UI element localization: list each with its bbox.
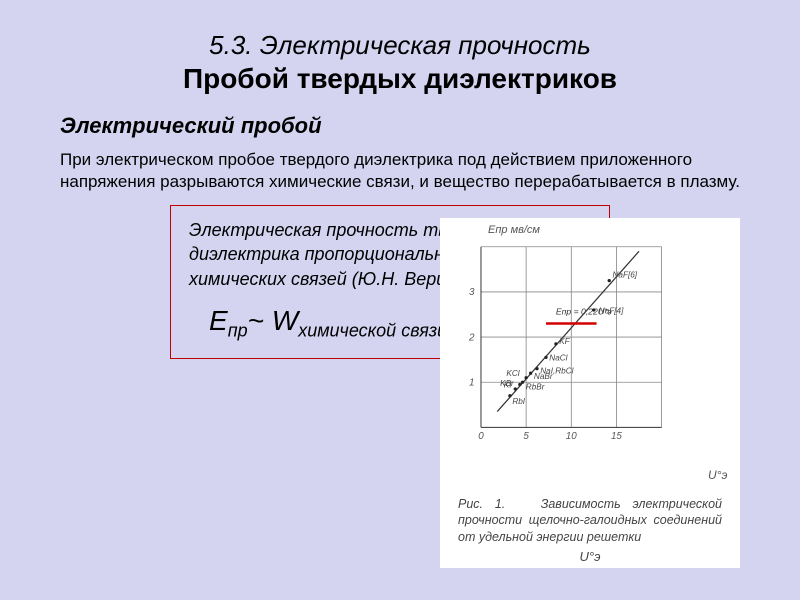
svg-text:KF: KF xyxy=(559,337,570,346)
caption-symbol: U°э xyxy=(458,549,722,566)
svg-text:10: 10 xyxy=(566,431,577,442)
paragraph: При электрическом пробое твердого диэлек… xyxy=(60,149,750,193)
formula-W-sub: химической связи xyxy=(298,321,447,341)
svg-text:15: 15 xyxy=(611,431,622,442)
subtitle: Электрический пробой xyxy=(60,113,750,139)
chart-panel: Eпр мв/см 051015123Eпр = 0,22U°эRbIKIKBr… xyxy=(440,218,740,568)
svg-text:0: 0 xyxy=(478,431,484,442)
title-line-1: 5.3. Электрическая прочность xyxy=(50,30,750,61)
svg-text:1: 1 xyxy=(469,378,474,389)
title-line-2: Пробой твердых диэлектриков xyxy=(50,63,750,95)
formula-E: E xyxy=(209,305,228,336)
chart-x-axis-label: U°э xyxy=(708,468,727,482)
svg-text:RbI: RbI xyxy=(512,397,525,406)
svg-text:3: 3 xyxy=(469,287,475,298)
caption-prefix: Рис. 1. xyxy=(458,497,505,511)
svg-text:NaF[6]: NaF[6] xyxy=(612,270,637,279)
svg-text:KBr: KBr xyxy=(500,379,514,388)
svg-text:NaCl: NaCl xyxy=(549,354,567,363)
formula-tilde: ~ xyxy=(248,305,272,336)
svg-text:RbBr: RbBr xyxy=(526,383,545,392)
chart-caption: Рис. 1. Зависимость электрической прочно… xyxy=(458,496,722,566)
formula-E-sub: пр xyxy=(228,321,248,341)
svg-text:2: 2 xyxy=(468,332,475,343)
title-block: 5.3. Электрическая прочность Пробой твер… xyxy=(50,30,750,95)
formula-W: W xyxy=(272,305,298,336)
svg-text:NaF[4]: NaF[4] xyxy=(599,306,624,315)
svg-text:NaI,RbCl: NaI,RbCl xyxy=(540,367,573,376)
svg-text:KCl: KCl xyxy=(506,369,519,378)
svg-text:5: 5 xyxy=(523,431,529,442)
chart-svg: 051015123Eпр = 0,22U°эRbIKIKBrRbBrKClNaB… xyxy=(458,232,678,452)
